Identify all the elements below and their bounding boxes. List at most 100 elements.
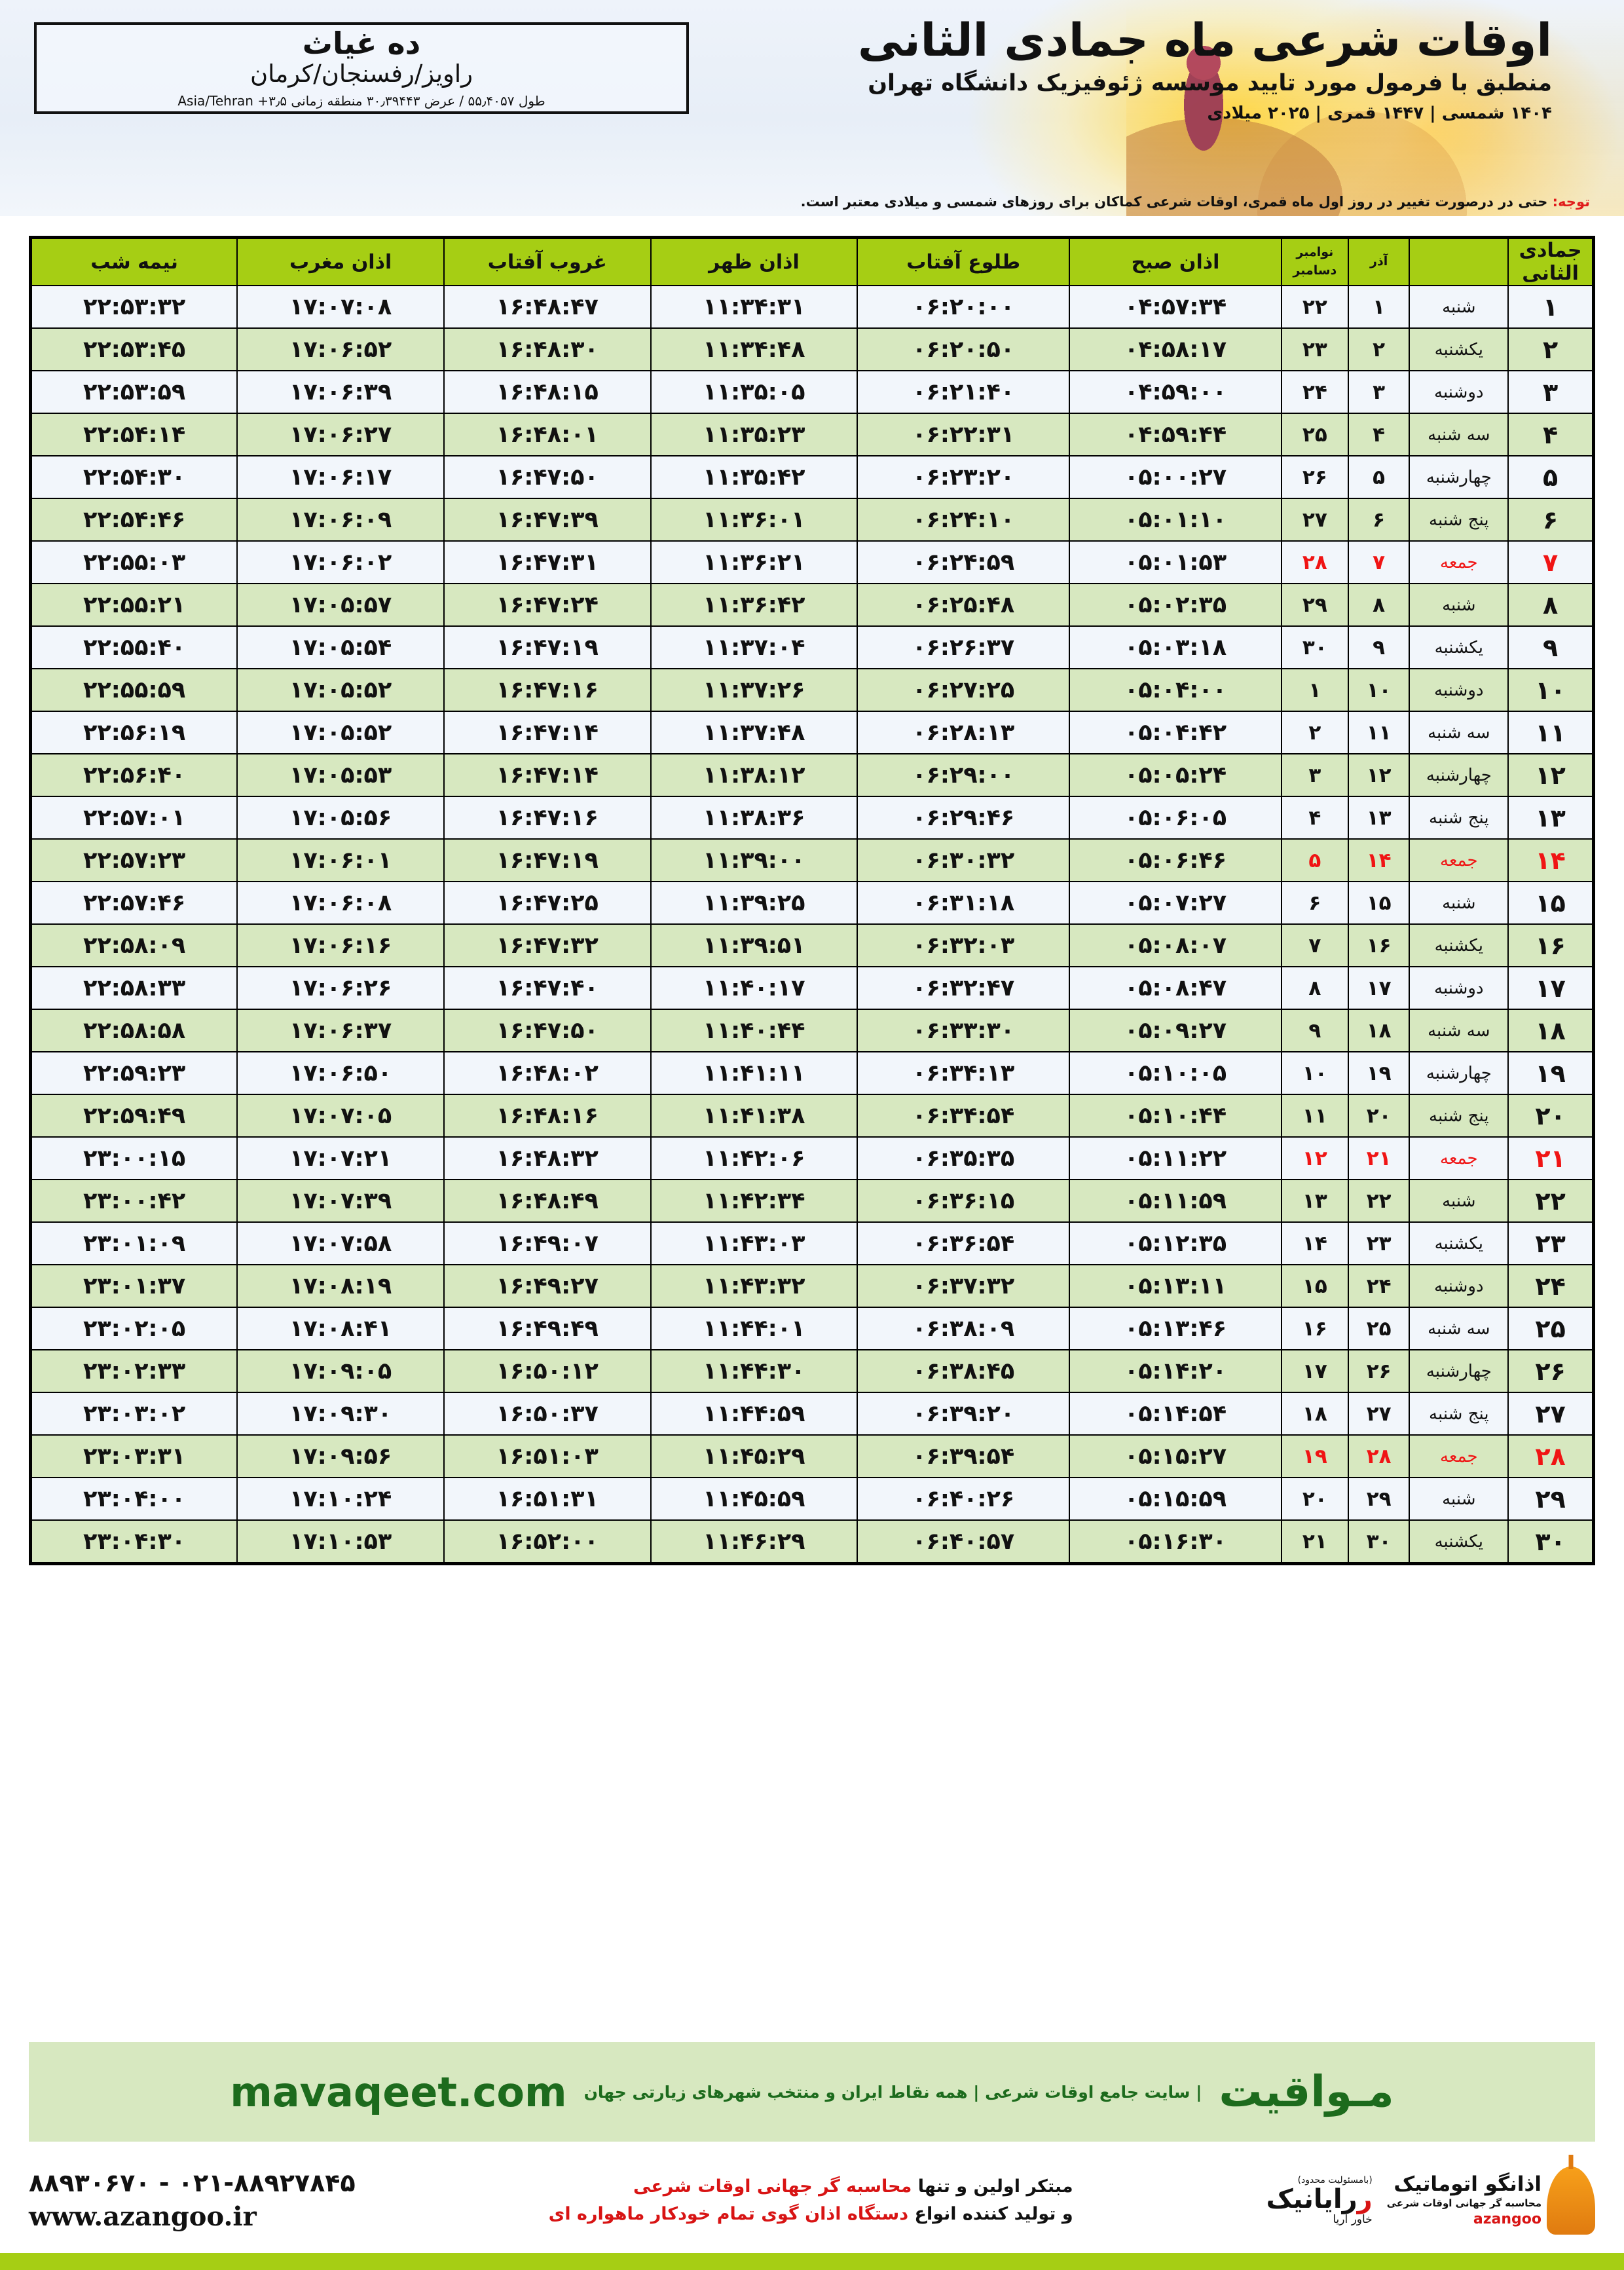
time-midnight: ۲۲:۵۸:۰۹: [29, 923, 238, 967]
time-dhuhr: ۱۱:۳۷:۰۴: [650, 625, 858, 669]
time-fajr: ۰۴:۵۹:۰۰: [1069, 370, 1282, 414]
day-hijri: ۲۸: [1507, 1434, 1595, 1478]
day-azar: ۱۶: [1347, 923, 1411, 967]
day-hijri: ۲۹: [1507, 1477, 1595, 1521]
time-maghrib: ۱۷:۰۷:۳۹: [236, 1179, 445, 1223]
contact-website[interactable]: www.azangoo.ir: [29, 2201, 257, 2232]
day-gregorian: ۲۹: [1280, 583, 1349, 627]
time-sunrise: ۰۶:۳۸:۴۵: [857, 1349, 1071, 1393]
time-sunrise: ۰۶:۳۶:۵۴: [857, 1221, 1071, 1265]
col-header-azar: آذر: [1347, 236, 1411, 286]
day-weekday: چهارشنبه: [1409, 753, 1509, 797]
day-weekday: سه شنبه: [1409, 711, 1509, 754]
time-sunset: ۱۶:۴۷:۲۴: [443, 583, 652, 627]
time-sunrise: ۰۶:۳۵:۳۵: [857, 1136, 1071, 1180]
time-fajr: ۰۵:۱۰:۴۴: [1069, 1094, 1282, 1138]
table-row: ۳ دوشنبه ۳ ۲۴ ۰۴:۵۹:۰۰ ۰۶:۲۱:۴۰ ۱۱:۳۵:۰۵ ۱۶:۴۸:…: [29, 370, 1595, 414]
table-row: ۱۸ سه شنبه ۱۸ ۹ ۰۵:۰۹:۲۷ ۰۶:۳۳:۳۰ ۱۱:۴۰:۴۴ ۱۶:۴…: [29, 1009, 1595, 1052]
time-midnight: ۲۳:۰۱:۳۷: [29, 1264, 238, 1308]
time-sunset: ۱۶:۴۸:۱۵: [443, 370, 652, 414]
contact-phone: ۰۲۱-۸۸۹۲۷۸۴۵ - ۸۸۹۳۰۶۷۰: [29, 2168, 356, 2198]
time-dhuhr: ۱۱:۳۹:۲۵: [650, 881, 858, 925]
table-row: ۱۷ دوشنبه ۱۷ ۸ ۰۵:۰۸:۴۷ ۰۶:۳۲:۴۷ ۱۱:۴۰:۱۷ ۱۶:۴۷…: [29, 966, 1595, 1010]
time-dhuhr: ۱۱:۳۷:۴۸: [650, 711, 858, 754]
day-weekday: یکشنبه: [1409, 327, 1509, 371]
time-dhuhr: ۱۱:۴۱:۳۸: [650, 1094, 858, 1138]
time-fajr: ۰۵:۱۶:۳۰: [1069, 1519, 1282, 1565]
time-sunrise: ۰۶:۲۸:۱۳: [857, 711, 1071, 754]
day-azar: ۲: [1347, 327, 1411, 371]
day-weekday: سه شنبه: [1409, 1307, 1509, 1350]
col-header-gregorian: نوامبر دسامبر: [1280, 236, 1349, 286]
location-box: ده غیاث راویز/رفسنجان/کرمان طول ۵۵٫۴۰۵۷ …: [34, 22, 689, 114]
brand-tagline: | سایت جامع اوقات شرعی | همه نقاط ایران …: [583, 2082, 1202, 2102]
day-gregorian: ۹: [1280, 1009, 1349, 1052]
table-row: ۶ پنج شنبه ۶ ۲۷ ۰۵:۰۱:۱۰ ۰۶:۲۴:۱۰ ۱۱:۳۶:۰۱ ۱۶:۴…: [29, 498, 1595, 542]
day-hijri: ۲۳: [1507, 1221, 1595, 1265]
time-dhuhr: ۱۱:۳۹:۵۱: [650, 923, 858, 967]
day-azar: ۱: [1347, 285, 1411, 329]
time-fajr: ۰۵:۱۳:۱۱: [1069, 1264, 1282, 1308]
time-sunrise: ۰۶:۳۶:۱۵: [857, 1179, 1071, 1223]
day-hijri: ۲: [1507, 327, 1595, 371]
time-midnight: ۲۲:۵۶:۴۰: [29, 753, 238, 797]
time-maghrib: ۱۷:۰۸:۱۹: [236, 1264, 445, 1308]
table-row: ۲۰ پنج شنبه ۲۰ ۱۱ ۰۵:۱۰:۴۴ ۰۶:۳۴:۵۴ ۱۱:۴۱:۳۸ ۱۶…: [29, 1094, 1595, 1138]
time-sunset: ۱۶:۴۸:۱۶: [443, 1094, 652, 1138]
day-hijri: ۲۷: [1507, 1392, 1595, 1436]
time-sunset: ۱۶:۵۱:۳۱: [443, 1477, 652, 1521]
time-sunrise: ۰۶:۴۰:۲۶: [857, 1477, 1071, 1521]
azangoo-logo: اذانگو اتوماتیک محاسبه گر جهانی اوقات شر…: [1387, 2167, 1595, 2235]
day-azar: ۲۶: [1347, 1349, 1411, 1393]
time-midnight: ۲۳:۰۳:۳۱: [29, 1434, 238, 1478]
time-fajr: ۰۵:۱۵:۵۹: [1069, 1477, 1282, 1521]
day-azar: ۱۲: [1347, 753, 1411, 797]
table-row: ۲۵ سه شنبه ۲۵ ۱۶ ۰۵:۱۳:۴۶ ۰۶:۳۸:۰۹ ۱۱:۴۴:۰۱ ۱۶:…: [29, 1307, 1595, 1350]
table-row: ۱۱ سه شنبه ۱۱ ۲ ۰۵:۰۴:۴۲ ۰۶:۲۸:۱۳ ۱۱:۳۷:۴۸ ۱۶:۴…: [29, 711, 1595, 754]
time-fajr: ۰۴:۵۹:۴۴: [1069, 413, 1282, 456]
brand-name-en[interactable]: mavaqeet.com: [230, 2068, 567, 2116]
time-midnight: ۲۳:۰۰:۱۵: [29, 1136, 238, 1180]
time-dhuhr: ۱۱:۴۳:۳۲: [650, 1264, 858, 1308]
day-gregorian: ۴: [1280, 796, 1349, 840]
footer-brand-bar: مـواقیت | سایت جامع اوقات شرعی | همه نقا…: [29, 2042, 1595, 2142]
time-maghrib: ۱۷:۰۷:۲۱: [236, 1136, 445, 1180]
day-azar: ۲۲: [1347, 1179, 1411, 1223]
time-fajr: ۰۵:۰۹:۲۷: [1069, 1009, 1282, 1052]
time-maghrib: ۱۷:۰۷:۵۸: [236, 1221, 445, 1265]
day-azar: ۶: [1347, 498, 1411, 542]
col-header-weekday: [1409, 236, 1509, 286]
time-sunset: ۱۶:۴۷:۲۵: [443, 881, 652, 925]
day-weekday: دوشنبه: [1409, 668, 1509, 712]
col-header-sunrise: طلوع آفتاب: [857, 236, 1071, 286]
time-fajr: ۰۵:۰۴:۴۲: [1069, 711, 1282, 754]
time-maghrib: ۱۷:۰۶:۳۹: [236, 370, 445, 414]
time-sunset: ۱۶:۴۷:۴۰: [443, 966, 652, 1010]
time-sunrise: ۰۶:۲۱:۴۰: [857, 370, 1071, 414]
time-fajr: ۰۵:۱۲:۳۵: [1069, 1221, 1282, 1265]
day-weekday: پنج شنبه: [1409, 1094, 1509, 1138]
time-sunset: ۱۶:۴۷:۵۰: [443, 1009, 652, 1052]
day-hijri: ۱۰: [1507, 668, 1595, 712]
time-sunset: ۱۶:۴۸:۰۲: [443, 1051, 652, 1095]
time-sunrise: ۰۶:۳۴:۵۴: [857, 1094, 1071, 1138]
time-sunrise: ۰۶:۲۶:۳۷: [857, 625, 1071, 669]
time-midnight: ۲۲:۵۴:۱۴: [29, 413, 238, 456]
day-gregorian: ۱۳: [1280, 1179, 1349, 1223]
time-dhuhr: ۱۱:۳۴:۴۸: [650, 327, 858, 371]
table-row: ۲۱ جمعه ۲۱ ۱۲ ۰۵:۱۱:۲۲ ۰۶:۳۵:۳۵ ۱۱:۴۲:۰۶ ۱۶:۴۸:…: [29, 1136, 1595, 1180]
time-fajr: ۰۵:۰۰:۲۷: [1069, 455, 1282, 499]
time-dhuhr: ۱۱:۳۵:۴۲: [650, 455, 858, 499]
time-sunset: ۱۶:۴۷:۱۶: [443, 668, 652, 712]
col-header-maghrib: اذان مغرب: [236, 236, 445, 286]
time-maghrib: ۱۷:۰۹:۵۶: [236, 1434, 445, 1478]
time-fajr: ۰۵:۰۲:۳۵: [1069, 583, 1282, 627]
day-hijri: ۸: [1507, 583, 1595, 627]
col-header-hijri: جمادی الثانی: [1507, 236, 1595, 286]
day-gregorian: ۱۹: [1280, 1434, 1349, 1478]
day-weekday: شنبه: [1409, 285, 1509, 329]
day-weekday: جمعه: [1409, 1434, 1509, 1478]
time-midnight: ۲۲:۵۳:۴۵: [29, 327, 238, 371]
time-maghrib: ۱۷:۰۷:۰۸: [236, 285, 445, 329]
time-maghrib: ۱۷:۱۰:۲۴: [236, 1477, 445, 1521]
